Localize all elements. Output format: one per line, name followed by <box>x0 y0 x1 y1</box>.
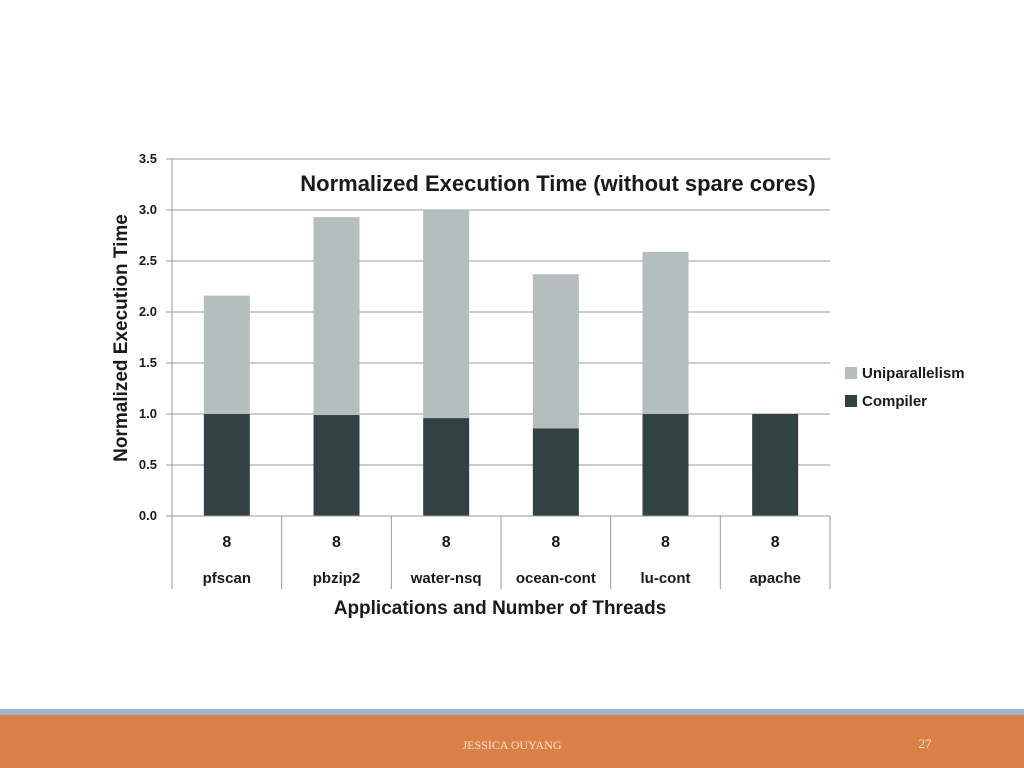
y-tick-label: 2.0 <box>139 304 157 319</box>
thread-count-label: 8 <box>771 534 780 551</box>
bar-compiler-lu-cont <box>642 414 689 516</box>
category-label: pbzip2 <box>313 570 361 587</box>
y-tick-label: 1.5 <box>139 355 157 370</box>
legend-swatch-uniparallelism <box>845 367 857 379</box>
y-tick-label: 3.0 <box>139 202 157 217</box>
bar-compiler-pfscan <box>203 414 250 516</box>
chart-title: Normalized Execution Time (without spare… <box>300 171 816 196</box>
thread-count-label: 8 <box>222 534 231 551</box>
category-label: pfscan <box>203 570 251 587</box>
bars <box>203 210 799 516</box>
y-tick-label: 0.5 <box>139 457 157 472</box>
category-label: lu-cont <box>641 570 691 587</box>
category-label: ocean-cont <box>516 570 596 587</box>
legend: Uniparallelism Compiler <box>845 365 965 410</box>
y-tick-label: 2.5 <box>139 253 157 268</box>
thread-count-label: 8 <box>661 534 670 551</box>
thread-count-label: 8 <box>332 534 341 551</box>
y-tick-label: 0.0 <box>139 508 157 523</box>
category-label: water-nsq <box>410 570 482 587</box>
footer-stripe <box>0 709 1024 715</box>
gridlines <box>172 158 830 466</box>
x-axis-label: Applications and Number of Threads <box>334 598 667 619</box>
y-axis-label: Normalized Execution Time <box>111 214 132 462</box>
category-label: apache <box>749 570 801 587</box>
bar-compiler-pbzip2 <box>313 415 360 516</box>
bar-uniparallelism-pbzip2 <box>313 217 360 416</box>
legend-swatch-compiler <box>845 395 857 407</box>
bar-uniparallelism-pfscan <box>203 295 250 414</box>
page-number: 27 <box>918 736 932 751</box>
stacked-bar-chart: 0.0 0.5 1.0 1.5 2.0 2.5 3.0 3.5 8 pfscan 8 pbzip2 8 w… <box>111 151 965 619</box>
bar-uniparallelism-ocean-cont <box>532 274 579 429</box>
footer-bar <box>0 715 1024 768</box>
bar-compiler-water-nsq <box>423 418 470 516</box>
bar-compiler-ocean-cont <box>532 428 579 516</box>
legend-label-uniparallelism: Uniparallelism <box>862 365 965 382</box>
thread-count-label: 8 <box>551 534 560 551</box>
footer-author: JESSICA OUYANG <box>462 738 562 752</box>
bar-uniparallelism-lu-cont <box>642 251 689 414</box>
legend-label-compiler: Compiler <box>862 393 927 410</box>
thread-count-label: 8 <box>442 534 451 551</box>
bar-uniparallelism-water-nsq <box>423 210 470 419</box>
y-tick-label: 1.0 <box>139 406 157 421</box>
y-tick-label: 3.5 <box>139 151 157 166</box>
bar-compiler-apache <box>752 414 799 516</box>
axes: 0.0 0.5 1.0 1.5 2.0 2.5 3.0 3.5 8 pfscan 8 pbzip2 8 w… <box>139 151 831 589</box>
